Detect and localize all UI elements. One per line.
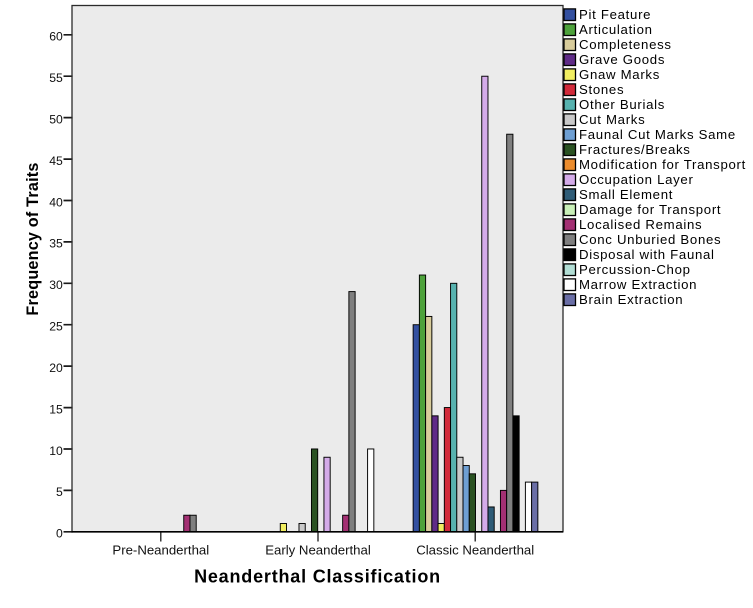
svg-text:Early Neanderthal: Early Neanderthal xyxy=(265,543,371,558)
svg-text:10: 10 xyxy=(49,444,63,458)
svg-text:50: 50 xyxy=(49,112,63,126)
svg-text:20: 20 xyxy=(49,361,63,375)
svg-text:Classic Neanderthal: Classic Neanderthal xyxy=(416,543,534,558)
svg-text:Conc Unburied Bones: Conc Unburied Bones xyxy=(579,232,721,247)
svg-text:Modification for Transport: Modification for Transport xyxy=(579,157,746,172)
svg-text:Other Burials: Other Burials xyxy=(579,97,665,112)
svg-text:45: 45 xyxy=(49,154,63,168)
svg-text:25: 25 xyxy=(49,320,63,334)
svg-text:Occupation Layer: Occupation Layer xyxy=(579,172,694,187)
svg-text:Articulation: Articulation xyxy=(579,22,653,37)
svg-text:Percussion-Chop: Percussion-Chop xyxy=(579,262,691,277)
svg-text:0: 0 xyxy=(56,527,63,541)
svg-text:55: 55 xyxy=(49,71,63,85)
svg-text:Stones: Stones xyxy=(579,82,624,97)
svg-text:Localised Remains: Localised Remains xyxy=(579,217,702,232)
svg-text:Faunal Cut Marks Same: Faunal Cut Marks Same xyxy=(579,127,736,142)
svg-text:35: 35 xyxy=(49,237,63,251)
svg-text:Completeness: Completeness xyxy=(579,37,672,52)
svg-text:30: 30 xyxy=(49,278,63,292)
svg-text:Small Element: Small Element xyxy=(579,187,673,202)
svg-text:5: 5 xyxy=(56,485,63,499)
svg-text:Neanderthal Classification: Neanderthal Classification xyxy=(194,566,441,586)
svg-text:40: 40 xyxy=(49,195,63,209)
svg-text:Frequency of Traits: Frequency of Traits xyxy=(24,162,42,315)
svg-text:Brain Extraction: Brain Extraction xyxy=(579,292,683,307)
svg-text:Cut Marks: Cut Marks xyxy=(579,112,645,127)
svg-text:Gnaw Marks: Gnaw Marks xyxy=(579,67,660,82)
svg-text:Marrow Extraction: Marrow Extraction xyxy=(579,277,697,292)
svg-text:Damage for Transport: Damage for Transport xyxy=(579,202,721,217)
svg-text:Fractures/Breaks: Fractures/Breaks xyxy=(579,142,691,157)
svg-text:Pit Feature: Pit Feature xyxy=(579,7,651,22)
svg-text:Disposal with Faunal: Disposal with Faunal xyxy=(579,247,715,262)
svg-text:Grave Goods: Grave Goods xyxy=(579,52,665,67)
svg-text:Pre-Neanderthal: Pre-Neanderthal xyxy=(112,543,209,558)
svg-text:15: 15 xyxy=(49,402,63,416)
svg-text:60: 60 xyxy=(49,30,63,44)
